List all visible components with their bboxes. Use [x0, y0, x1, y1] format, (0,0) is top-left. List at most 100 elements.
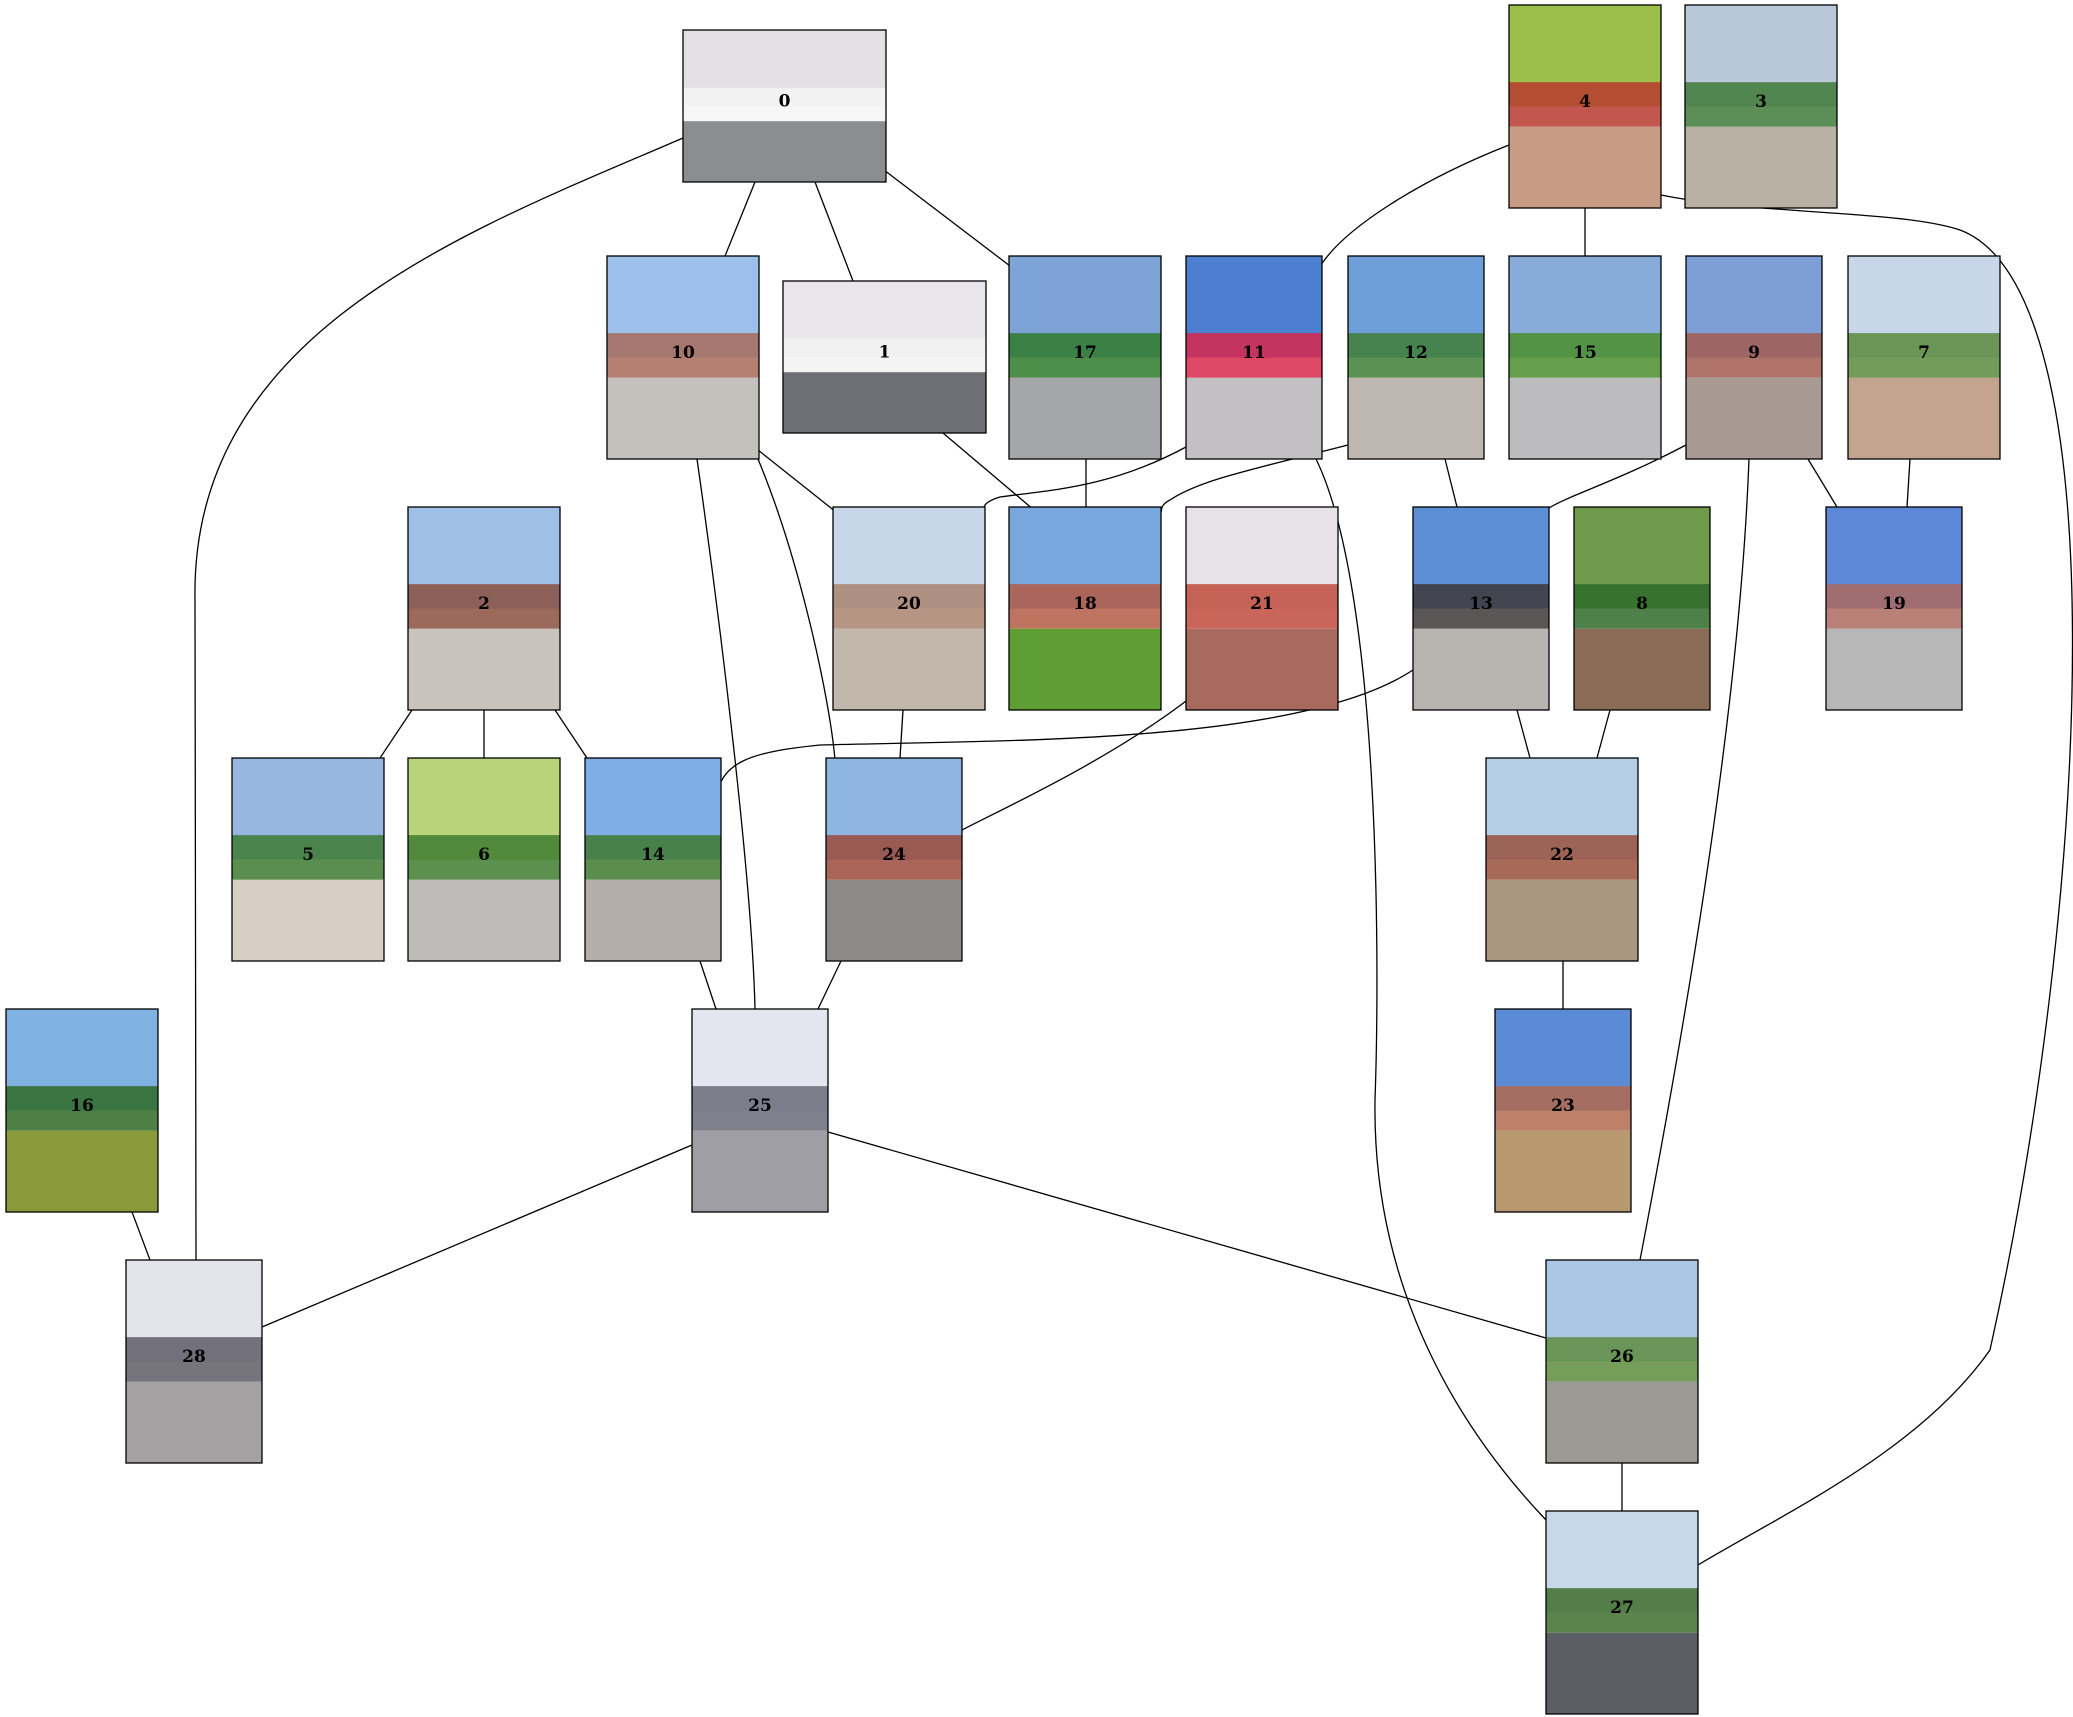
- node-2[interactable]: 2: [407, 506, 561, 711]
- thumbnail-scenery: [1186, 584, 1338, 629]
- node-12[interactable]: 12: [1347, 255, 1485, 460]
- edge-4-11: [1317, 144, 1510, 271]
- node-10[interactable]: 10: [606, 255, 760, 460]
- thumbnail-ground: [408, 628, 560, 710]
- node-8[interactable]: 8: [1573, 506, 1711, 711]
- edge-2-5: [379, 709, 413, 759]
- node-label: 3: [1755, 92, 1767, 112]
- node-label: 16: [70, 1096, 94, 1116]
- edge-14-25: [699, 960, 717, 1010]
- thumbnail-scenery: [408, 584, 560, 629]
- node-label: 0: [779, 92, 791, 112]
- node-6[interactable]: 6: [407, 757, 561, 962]
- edge-0-28: [194, 137, 684, 1261]
- thumbnail-scenery: [1546, 1337, 1698, 1382]
- node-label: 13: [1469, 594, 1493, 614]
- thumbnail-scenery: [1009, 333, 1161, 378]
- edge-0-17: [883, 169, 1011, 267]
- node-1[interactable]: 1: [782, 280, 987, 434]
- node-19[interactable]: 19: [1825, 506, 1963, 711]
- thumbnail-ground: [1685, 126, 1837, 208]
- node-label: 12: [1404, 343, 1428, 363]
- thumbnail-ground: [1509, 126, 1661, 208]
- edge-25-26: [827, 1131, 1547, 1339]
- node-label: 22: [1550, 845, 1574, 865]
- node-28[interactable]: 28: [125, 1259, 263, 1464]
- node-25[interactable]: 25: [691, 1008, 829, 1213]
- node-frame: [1347, 255, 1485, 460]
- edge-11-27: [1315, 458, 1547, 1521]
- node-frame: [1508, 4, 1662, 209]
- node-20[interactable]: 20: [832, 506, 986, 711]
- node-27[interactable]: 27: [1545, 1510, 1699, 1715]
- node-frame: [1185, 506, 1339, 711]
- thumbnail-scenery: [1509, 333, 1661, 378]
- node-22[interactable]: 22: [1485, 757, 1639, 962]
- node-26[interactable]: 26: [1545, 1259, 1699, 1464]
- edge-10-24: [757, 458, 836, 761]
- node-0[interactable]: 0: [682, 29, 887, 183]
- node-21[interactable]: 21: [1185, 506, 1339, 711]
- node-frame: [125, 1259, 263, 1464]
- edge-0-1: [814, 181, 854, 282]
- thumbnail-ground: [1826, 628, 1962, 710]
- thumbnail-ground: [1546, 1632, 1698, 1714]
- node-frame: [1412, 506, 1550, 711]
- node-7[interactable]: 7: [1847, 255, 2001, 460]
- edge-1-18: [942, 432, 1035, 511]
- node-23[interactable]: 23: [1494, 1008, 1632, 1213]
- node-9[interactable]: 9: [1685, 255, 1823, 460]
- node-label: 23: [1551, 1096, 1575, 1116]
- node-15[interactable]: 15: [1508, 255, 1662, 460]
- edge-7-19: [1906, 458, 1911, 508]
- thumbnail-scenery: [1486, 835, 1638, 880]
- node-18[interactable]: 18: [1008, 506, 1162, 711]
- thumbnail-scenery: [607, 333, 759, 378]
- node-14[interactable]: 14: [584, 757, 722, 962]
- thumbnail-ground: [1848, 377, 2000, 459]
- node-label: 25: [748, 1096, 772, 1116]
- thumbnail-ground: [783, 372, 986, 433]
- node-frame: [832, 506, 986, 711]
- thumbnail-scenery: [783, 338, 986, 373]
- node-frame: [606, 255, 760, 460]
- node-frame: [407, 506, 561, 711]
- node-4[interactable]: 4: [1508, 4, 1662, 209]
- node-label: 19: [1882, 594, 1906, 614]
- edge-13-22: [1516, 709, 1531, 759]
- node-frame: [682, 29, 887, 183]
- thumbnail-scenery: [833, 584, 985, 629]
- node-label: 1: [879, 343, 891, 363]
- thumbnail-scenery: [232, 835, 384, 880]
- node-3[interactable]: 3: [1684, 4, 1838, 209]
- node-frame: [1825, 506, 1963, 711]
- node-frame: [407, 757, 561, 962]
- node-frame: [231, 757, 385, 962]
- node-frame: [691, 1008, 829, 1213]
- node-frame: [1545, 1259, 1699, 1464]
- thumbnail-ground: [126, 1381, 262, 1463]
- thumbnail-ground: [692, 1130, 828, 1212]
- thumbnail-scenery: [692, 1086, 828, 1131]
- thumbnail-ground: [1348, 377, 1484, 459]
- thumbnail-scenery: [1413, 584, 1549, 629]
- node-16[interactable]: 16: [5, 1008, 159, 1213]
- thumbnail-scenery: [1574, 584, 1710, 629]
- node-24[interactable]: 24: [825, 757, 963, 962]
- node-label: 24: [882, 845, 906, 865]
- thumbnail-scenery: [683, 87, 886, 122]
- thumbnail-scenery: [585, 835, 721, 880]
- node-5[interactable]: 5: [231, 757, 385, 962]
- edge-0-10: [724, 181, 756, 257]
- node-13[interactable]: 13: [1412, 506, 1550, 711]
- node-11[interactable]: 11: [1185, 255, 1323, 460]
- thumbnail-scenery: [1546, 1588, 1698, 1633]
- node-frame: [1685, 255, 1823, 460]
- node-frame: [1545, 1510, 1699, 1715]
- node-frame: [782, 280, 987, 434]
- node-17[interactable]: 17: [1008, 255, 1162, 460]
- node-frame: [584, 757, 722, 962]
- thumbnail-ground: [1486, 879, 1638, 961]
